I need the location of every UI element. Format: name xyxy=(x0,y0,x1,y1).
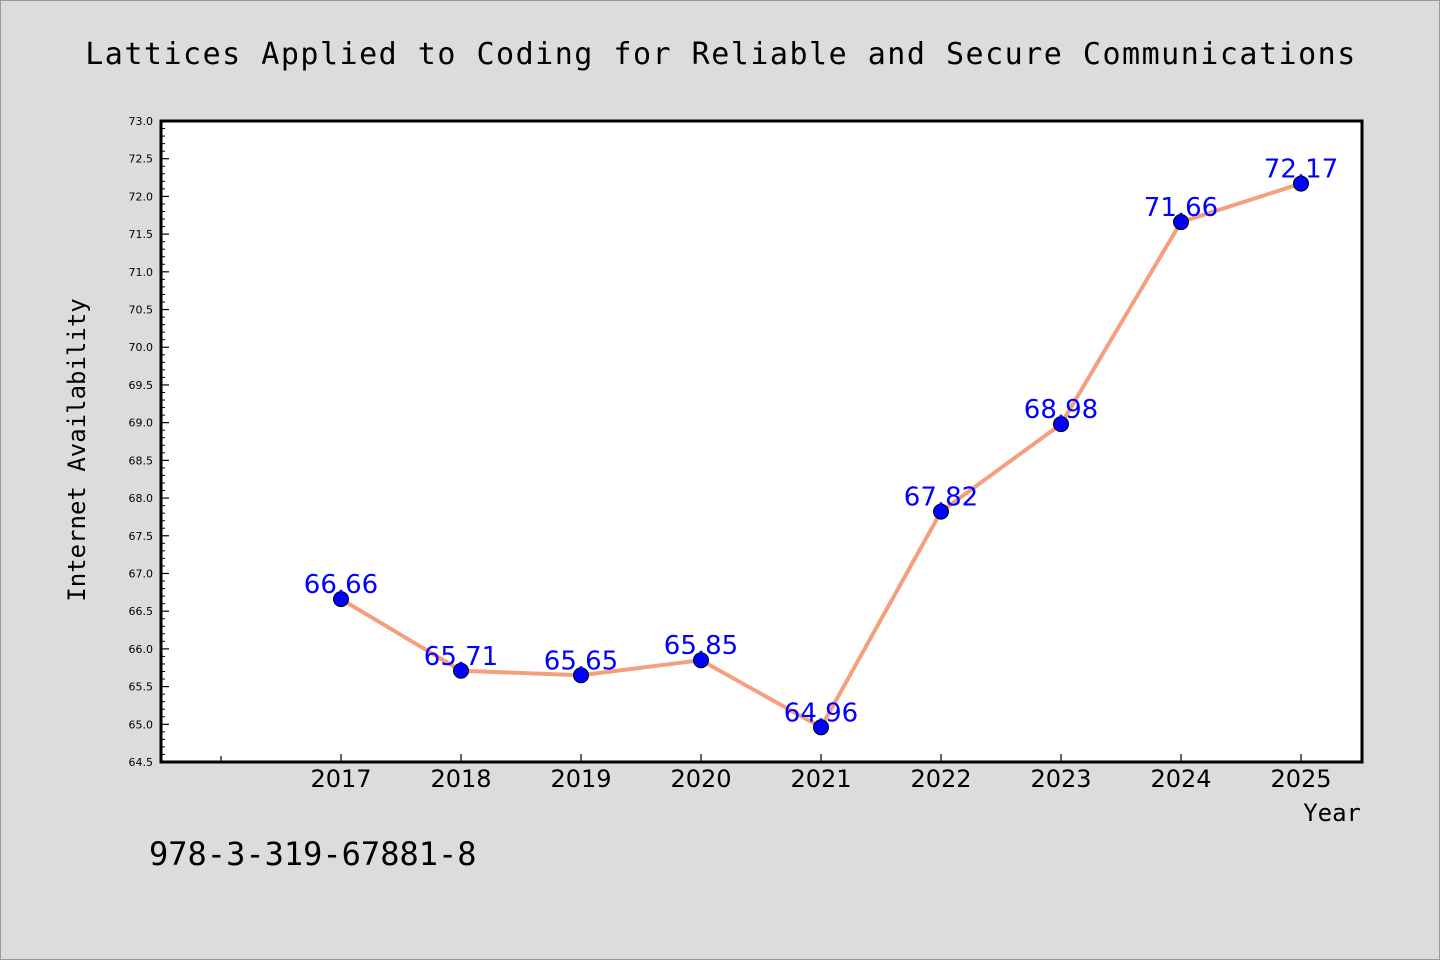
y-axis-title: Internet Availability xyxy=(63,298,91,601)
data-label: 66.66 xyxy=(304,570,378,600)
x-tick-label: 2025 xyxy=(1270,765,1331,793)
chart-title: Lattices Applied to Coding for Reliable … xyxy=(85,37,1357,72)
data-point xyxy=(933,503,949,520)
data-point xyxy=(1293,175,1309,192)
y-tick-label: 66.5 xyxy=(129,605,154,618)
y-tick-label: 69.5 xyxy=(129,379,154,392)
y-tick-label: 73.0 xyxy=(129,115,154,128)
plot-area xyxy=(159,119,1364,764)
y-tick-label: 66.0 xyxy=(129,643,154,656)
data-label: 64.96 xyxy=(784,698,858,728)
y-tick-label: 71.5 xyxy=(129,228,154,241)
data-label: 68.98 xyxy=(1024,395,1098,425)
data-point xyxy=(813,719,829,736)
x-tick-label: 2023 xyxy=(1030,765,1091,793)
x-tick-label: 2024 xyxy=(1150,765,1211,793)
data-labels: 66.66 65.71 65.65 65.85 64.96 67.82 68.98 71.66… xyxy=(304,155,1338,729)
data-label: 65.85 xyxy=(664,631,738,661)
y-tick-label: 72.0 xyxy=(129,190,154,203)
x-tick-label: 2019 xyxy=(550,765,611,793)
y-tick-label: 69.0 xyxy=(129,417,154,430)
data-label: 65.71 xyxy=(424,642,498,672)
y-tick-label: 70.0 xyxy=(129,341,154,354)
x-tick-label: 2017 xyxy=(310,765,371,793)
data-point xyxy=(1173,214,1189,231)
y-tick-label: 64.5 xyxy=(129,756,154,769)
data-point xyxy=(693,652,709,669)
x-axis: 2017 2018 2019 2020 2021 2022 2023 2024 2025 xyxy=(220,754,1332,793)
x-tick-label: 2018 xyxy=(430,765,491,793)
y-tick-label: 67.5 xyxy=(129,530,154,543)
y-tick-label: 67.0 xyxy=(129,567,154,580)
y-tick-label: 71.0 xyxy=(129,266,154,279)
y-tick-label: 65.5 xyxy=(129,681,154,694)
data-label: 65.65 xyxy=(544,646,618,676)
data-label: 72.17 xyxy=(1264,155,1338,185)
y-tick-label: 68.5 xyxy=(129,454,154,467)
y-tick-label: 72.5 xyxy=(129,153,154,166)
data-point xyxy=(453,662,469,679)
y-tick-label: 68.0 xyxy=(129,492,154,505)
x-axis-title: Year xyxy=(1303,799,1361,827)
isbn-footer: 978-3-319-67881-8 xyxy=(149,835,477,873)
data-point xyxy=(1053,416,1069,433)
data-point xyxy=(573,667,589,684)
data-label: 71.66 xyxy=(1144,193,1218,223)
y-axis: 64.5 65.0 65.5 66.0 66.5 67.0 67.5 68.0 68.5 69.0… xyxy=(129,115,169,769)
x-tick-label: 2021 xyxy=(790,765,851,793)
x-tick-label: 2022 xyxy=(910,765,971,793)
data-point xyxy=(333,591,349,608)
data-label: 67.82 xyxy=(904,483,978,513)
x-tick-label: 2020 xyxy=(670,765,731,793)
y-tick-label: 65.0 xyxy=(129,718,154,731)
data-markers xyxy=(333,175,1309,736)
y-tick-label: 70.5 xyxy=(129,304,154,317)
